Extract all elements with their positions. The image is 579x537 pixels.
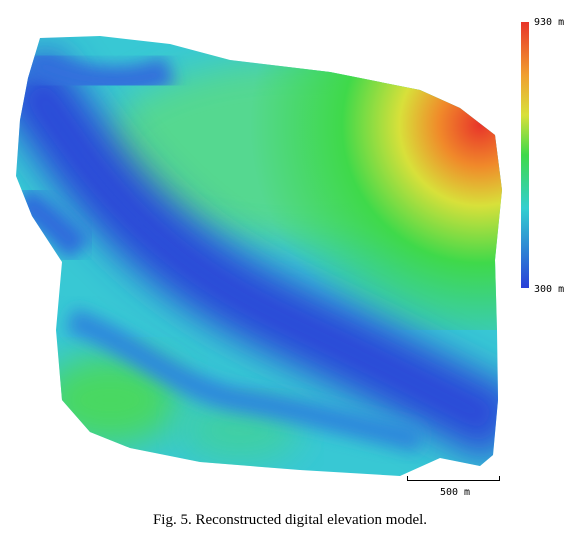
elevation-map xyxy=(16,36,502,476)
colorbar-max-label: 930 m xyxy=(534,17,564,28)
colorbar-min-label: 300 m xyxy=(534,284,564,295)
colorbar xyxy=(521,22,529,288)
scale-bar-label: 500 m xyxy=(440,487,470,498)
scale-bar xyxy=(407,476,500,481)
caption: Fig. 5. Reconstructed digital elevation … xyxy=(153,512,427,528)
